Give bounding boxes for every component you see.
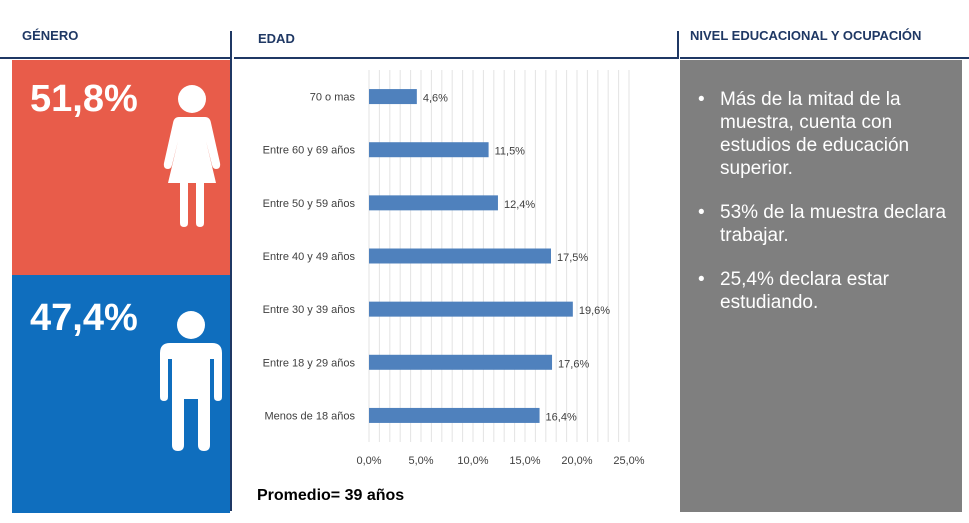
category-label: Entre 30 y 39 años — [263, 304, 356, 316]
value-label: 17,6% — [558, 358, 589, 370]
x-tick-label: 15,0% — [509, 455, 540, 467]
category-label: 70 o mas — [310, 92, 356, 104]
value-label: 12,4% — [504, 199, 535, 211]
header-edad: EDAD — [258, 31, 295, 46]
x-tick-label: 5,0% — [408, 455, 433, 467]
bullet-item: • 53% de la muestra declara trabajar. — [698, 201, 948, 247]
value-label: 17,5% — [557, 252, 588, 264]
female-percentage: 51,8% — [30, 78, 138, 120]
bullet-item: • Más de la mitad de la muestra, cuenta c… — [698, 88, 948, 180]
age-bar-chart: 0,0% 5,0% 10,0% 15,0% 20,0% 25,0% 70 o mas 4,6%… — [263, 70, 645, 467]
bar — [369, 301, 573, 317]
bullet-dot: • — [698, 89, 705, 110]
bullet-text: 25,4% declara estar estudiando. — [720, 269, 889, 313]
header-rule-edad — [234, 57, 678, 59]
male-percentage: 47,4% — [30, 297, 138, 339]
bar — [369, 248, 551, 264]
male-panel: 47,4% — [12, 275, 230, 513]
bar — [369, 195, 498, 211]
bar — [369, 89, 417, 105]
chart-labels: 0,0% 5,0% 10,0% 15,0% 20,0% 25,0% 70 o mas 4,6%… — [263, 92, 645, 467]
average-age: Promedio= 39 años — [257, 487, 405, 504]
header-nivel-educacional: NIVEL EDUCACIONAL Y OCUPACIÓN — [690, 28, 922, 43]
bar — [369, 407, 540, 423]
x-tick-label: 10,0% — [457, 455, 488, 467]
education-occupation-panel: • Más de la mitad de la muestra, cuenta c… — [680, 60, 962, 512]
bullet-dot: • — [698, 202, 705, 223]
bar — [369, 142, 489, 158]
bullet-item: • 25,4% declara estar estudiando. — [698, 268, 948, 314]
value-label: 4,6% — [423, 93, 448, 105]
chart-bars — [369, 89, 573, 423]
header-rule-nivel — [680, 57, 969, 59]
bullet-list: • Más de la mitad de la muestra, cuenta c… — [698, 88, 948, 335]
x-tick-label: 25,0% — [613, 455, 644, 467]
category-label: Entre 50 y 59 años — [263, 198, 356, 210]
bullet-dot: • — [698, 269, 705, 290]
woman-icon — [163, 85, 221, 227]
x-tick-label: 0,0% — [356, 455, 381, 467]
man-icon — [160, 311, 222, 451]
header-genero: GÉNERO — [22, 28, 79, 43]
value-label: 11,5% — [495, 146, 526, 158]
column-divider-left — [230, 31, 232, 511]
bar — [369, 354, 553, 370]
category-label: Entre 18 y 29 años — [263, 357, 356, 369]
value-label: 19,6% — [579, 305, 610, 317]
bullet-text: 53% de la muestra declara trabajar. — [720, 202, 947, 246]
column-divider-right — [677, 31, 679, 59]
bullet-text: Más de la mitad de la muestra, cuenta co… — [720, 89, 910, 179]
value-label: 16,4% — [546, 411, 577, 423]
female-panel: 51,8% — [12, 60, 230, 275]
x-tick-label: 20,0% — [561, 455, 592, 467]
category-label: Menos de 18 años — [264, 410, 355, 422]
category-label: Entre 60 y 69 años — [263, 145, 356, 157]
category-label: Entre 40 y 49 años — [263, 251, 356, 263]
header-rule-genero — [0, 57, 232, 59]
